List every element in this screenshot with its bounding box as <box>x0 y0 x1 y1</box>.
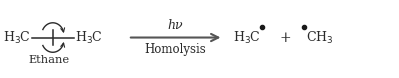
Text: Homolysis: Homolysis <box>145 43 207 56</box>
Text: hν: hν <box>168 19 184 32</box>
Text: Ethane: Ethane <box>29 55 70 65</box>
Text: H$_3$C: H$_3$C <box>3 29 30 46</box>
Text: H$_3$C: H$_3$C <box>75 29 103 46</box>
Text: +: + <box>279 30 291 45</box>
Text: CH$_3$: CH$_3$ <box>306 29 333 46</box>
Text: H$_3$C: H$_3$C <box>233 29 261 46</box>
